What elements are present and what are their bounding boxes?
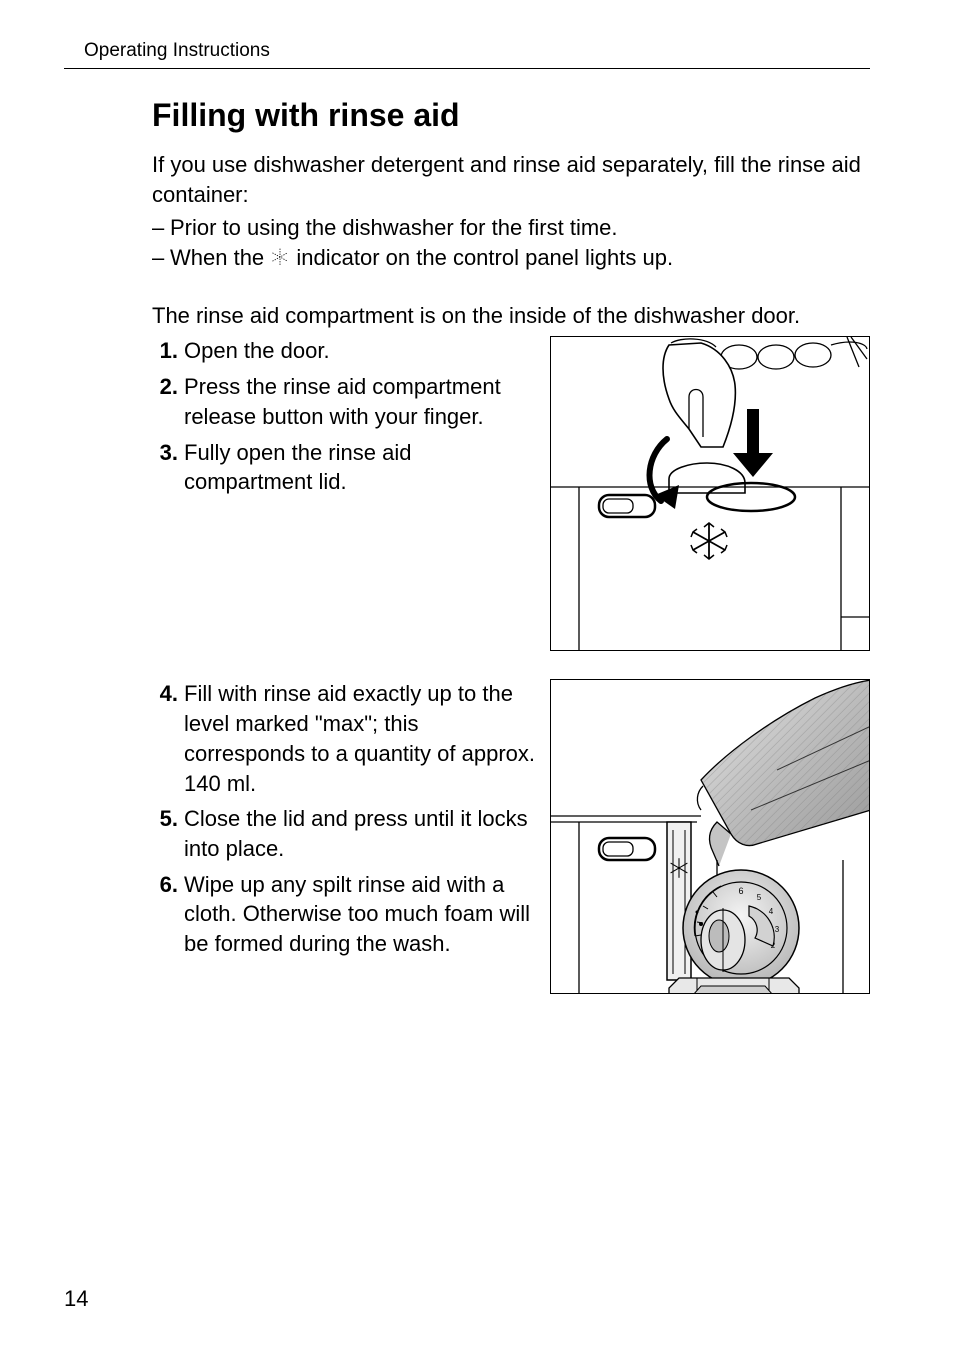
svg-text:4: 4 <box>769 907 774 916</box>
step-text: Wipe up any spilt rinse aid with a cloth… <box>184 870 540 959</box>
page-number: 14 <box>64 1286 88 1312</box>
illustration-column <box>550 336 870 661</box>
intro-paragraph: If you use dishwasher detergent and rins… <box>152 150 870 209</box>
svg-text:3: 3 <box>775 925 780 934</box>
steps-column: 4. Fill with rinse aid exactly up to the… <box>152 679 540 964</box>
section-title: Filling with rinse aid <box>152 97 870 134</box>
step-text: Close the lid and press until it locks i… <box>184 804 540 863</box>
sub-intro: The rinse aid compartment is on the insi… <box>152 301 870 331</box>
bullet-item: – When the indicator on the control pane… <box>152 243 870 273</box>
step-number: 3. <box>152 438 178 497</box>
step-item: 6. Wipe up any spilt rinse aid with a cl… <box>152 870 540 959</box>
bullet-item: – Prior to using the dishwasher for the … <box>152 213 870 243</box>
step-number: 5. <box>152 804 178 863</box>
bullet-text: Prior to using the dishwasher for the fi… <box>170 213 618 243</box>
step-text: Press the rinse aid compartment release … <box>184 372 540 431</box>
snowflake-icon <box>270 247 290 267</box>
step-number: 4. <box>152 679 178 798</box>
illustration-press-button <box>550 336 870 651</box>
page: Operating Instructions Filling with rins… <box>0 0 954 1352</box>
page-header: Operating Instructions <box>64 40 870 69</box>
step-number: 2. <box>152 372 178 431</box>
steps-column: 1. Open the door. 2. Press the rinse aid… <box>152 336 540 502</box>
bullet-dash: – <box>152 243 170 273</box>
illustration-fill-rinse-aid: 6 5 4 3 2 <box>550 679 870 994</box>
svg-text:6: 6 <box>738 886 743 896</box>
step-item: 2. Press the rinse aid compartment relea… <box>152 372 540 431</box>
steps-block-1: 1. Open the door. 2. Press the rinse aid… <box>152 336 870 661</box>
step-number: 1. <box>152 336 178 366</box>
step-number: 6. <box>152 870 178 959</box>
step-item: 1. Open the door. <box>152 336 540 366</box>
bullet-text: When the indicator on the control panel … <box>170 243 673 273</box>
step-text: Fully open the rinse aid compartment lid… <box>184 438 540 497</box>
step-item: 5. Close the lid and press until it lock… <box>152 804 540 863</box>
illustration-column: 6 5 4 3 2 <box>550 679 870 1004</box>
bullet-dash: – <box>152 213 170 243</box>
bullet-list: – Prior to using the dishwasher for the … <box>152 213 870 272</box>
steps-block-2: 4. Fill with rinse aid exactly up to the… <box>152 679 870 1004</box>
step-item: 3. Fully open the rinse aid compartment … <box>152 438 540 497</box>
step-text: Open the door. <box>184 336 540 366</box>
step-item: 4. Fill with rinse aid exactly up to the… <box>152 679 540 798</box>
content-area: Filling with rinse aid If you use dishwa… <box>152 97 870 1004</box>
step-text: Fill with rinse aid exactly up to the le… <box>184 679 540 798</box>
svg-text:5: 5 <box>757 893 762 902</box>
running-head: Operating Instructions <box>84 40 870 62</box>
